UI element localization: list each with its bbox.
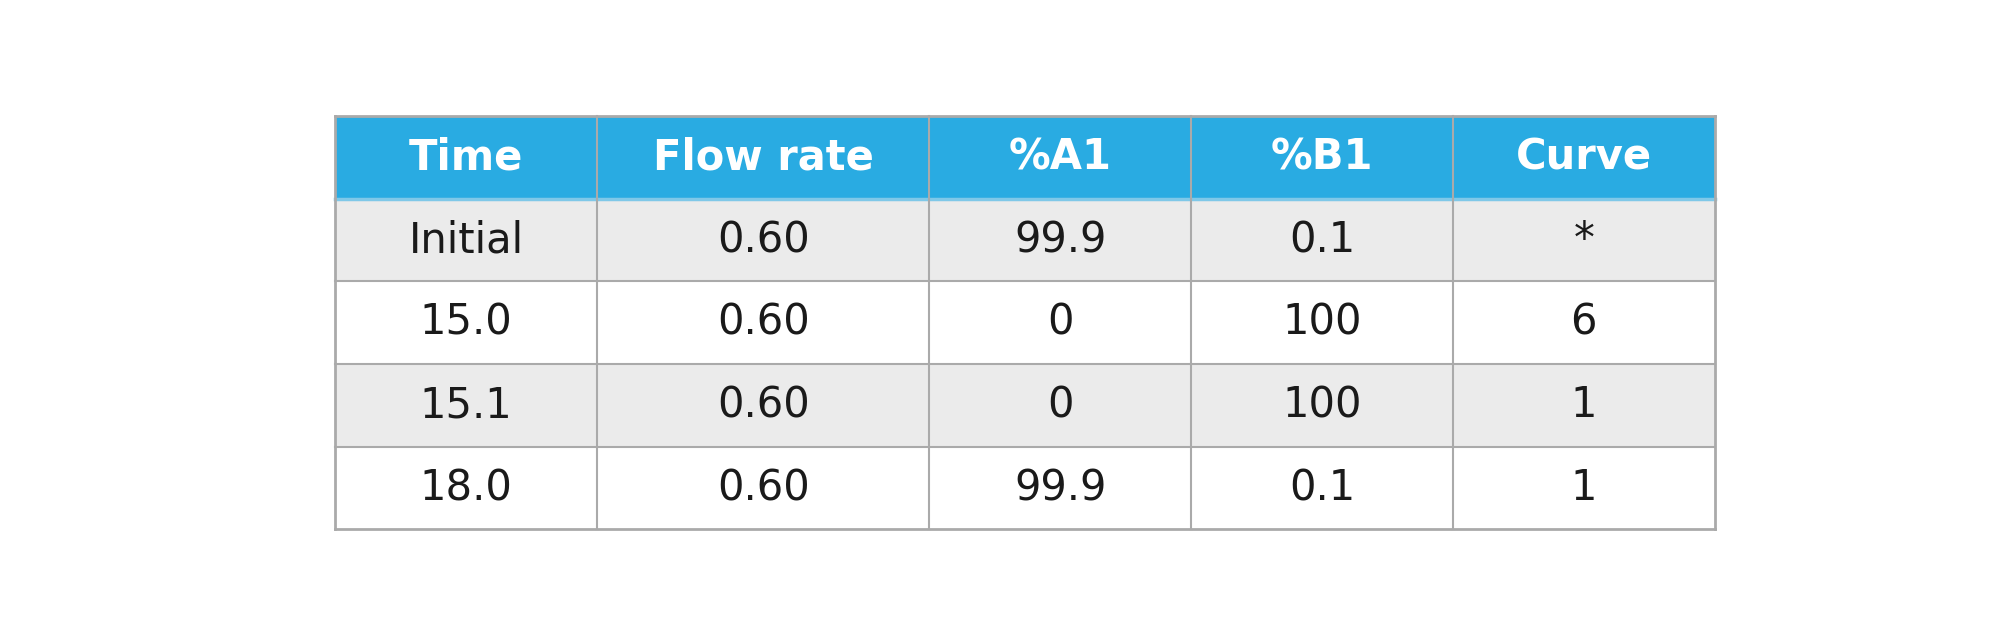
- Bar: [598, 364, 930, 447]
- Bar: [1452, 281, 1714, 364]
- Bar: [598, 116, 930, 199]
- Bar: [1452, 364, 1714, 447]
- Bar: [1452, 199, 1714, 281]
- Text: 99.9: 99.9: [1014, 467, 1106, 509]
- Text: 15.0: 15.0: [420, 302, 512, 344]
- Bar: [1192, 364, 1452, 447]
- Text: 1: 1: [1570, 467, 1598, 509]
- Bar: [930, 116, 1192, 199]
- Text: 0: 0: [1048, 302, 1074, 344]
- Bar: [930, 364, 1192, 447]
- Text: *: *: [1574, 219, 1594, 261]
- Text: 0.1: 0.1: [1288, 467, 1356, 509]
- Text: Time: Time: [408, 136, 524, 178]
- Text: 100: 100: [1282, 384, 1362, 426]
- Bar: [1192, 199, 1452, 281]
- Bar: [598, 447, 930, 529]
- Text: Curve: Curve: [1516, 136, 1652, 178]
- Text: 0.60: 0.60: [716, 302, 810, 344]
- Text: 18.0: 18.0: [420, 467, 512, 509]
- Bar: [598, 199, 930, 281]
- Bar: [598, 281, 930, 364]
- Text: %B1: %B1: [1270, 136, 1374, 178]
- Bar: [336, 447, 598, 529]
- Bar: [336, 116, 598, 199]
- Bar: [336, 281, 598, 364]
- Text: 0: 0: [1048, 384, 1074, 426]
- Bar: [930, 281, 1192, 364]
- Text: 100: 100: [1282, 302, 1362, 344]
- Bar: [1192, 281, 1452, 364]
- Text: 0.60: 0.60: [716, 467, 810, 509]
- Bar: [1192, 447, 1452, 529]
- Text: 6: 6: [1570, 302, 1598, 344]
- Text: 0.1: 0.1: [1288, 219, 1356, 261]
- Bar: [930, 447, 1192, 529]
- Text: Initial: Initial: [408, 219, 524, 261]
- Bar: [1192, 116, 1452, 199]
- Bar: [1452, 447, 1714, 529]
- Text: 0.60: 0.60: [716, 219, 810, 261]
- Text: %A1: %A1: [1008, 136, 1112, 178]
- Bar: [930, 199, 1192, 281]
- Bar: [1452, 116, 1714, 199]
- Text: 15.1: 15.1: [420, 384, 512, 426]
- Text: 99.9: 99.9: [1014, 219, 1106, 261]
- Bar: [336, 364, 598, 447]
- Bar: [336, 199, 598, 281]
- Text: 1: 1: [1570, 384, 1598, 426]
- Text: 0.60: 0.60: [716, 384, 810, 426]
- Text: Flow rate: Flow rate: [652, 136, 874, 178]
